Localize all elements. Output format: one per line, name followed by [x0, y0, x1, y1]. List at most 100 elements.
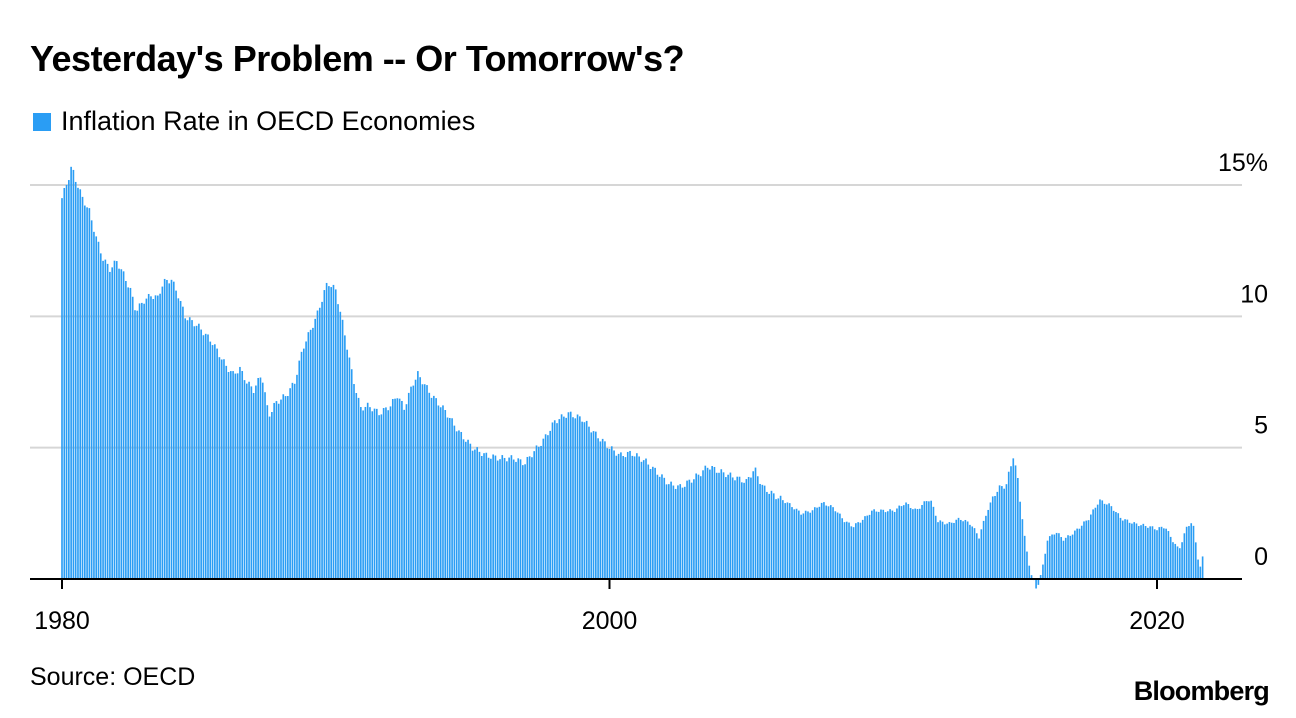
- bar: [852, 527, 855, 579]
- bar: [718, 472, 720, 579]
- bar: [389, 406, 392, 579]
- bar: [312, 327, 314, 579]
- bar: [316, 310, 319, 579]
- bar: [1014, 465, 1017, 579]
- bar: [328, 286, 330, 579]
- bar: [624, 457, 627, 579]
- bar: [770, 490, 773, 579]
- bar: [768, 493, 771, 579]
- bar: [512, 459, 515, 579]
- bar: [688, 479, 691, 579]
- bar: [793, 509, 796, 579]
- bar: [264, 392, 266, 579]
- bar: [243, 380, 246, 579]
- bar: [704, 465, 707, 579]
- bar: [731, 477, 734, 579]
- bar: [891, 510, 894, 579]
- bar: [599, 441, 602, 579]
- bar: [430, 397, 433, 579]
- bar: [207, 334, 209, 579]
- bar: [540, 445, 542, 579]
- bar: [941, 521, 944, 579]
- bar: [991, 496, 994, 579]
- bar: [1121, 520, 1124, 579]
- bar: [245, 383, 248, 579]
- bar: [629, 450, 631, 579]
- bar: [323, 290, 326, 579]
- bar: [934, 515, 937, 579]
- bar: [131, 296, 134, 579]
- bar: [1172, 542, 1174, 579]
- bar: [115, 261, 118, 579]
- bar: [889, 509, 891, 579]
- bar: [300, 351, 303, 579]
- bar: [905, 502, 907, 579]
- bar: [574, 418, 577, 579]
- bar: [875, 511, 878, 579]
- bar: [786, 502, 789, 579]
- bar: [232, 371, 234, 579]
- bar: [282, 394, 285, 579]
- bar: [225, 365, 228, 579]
- bar: [658, 476, 661, 579]
- bar: [182, 306, 184, 579]
- bar: [579, 416, 581, 579]
- bar: [725, 477, 727, 579]
- legend-swatch: [33, 112, 51, 131]
- bar: [1039, 575, 1042, 579]
- bar: [1192, 525, 1195, 579]
- bar: [1201, 556, 1204, 579]
- bar: [355, 393, 358, 579]
- bar: [273, 402, 275, 579]
- bar: [1178, 548, 1181, 579]
- bar: [419, 377, 421, 579]
- bar: [353, 384, 355, 579]
- bar: [706, 467, 709, 579]
- bar: [405, 404, 408, 579]
- bar: [565, 417, 567, 579]
- bar: [186, 320, 189, 579]
- bar: [172, 281, 175, 579]
- bar: [1074, 530, 1076, 579]
- bar: [834, 511, 837, 579]
- bar: [547, 435, 549, 579]
- bar: [1128, 522, 1131, 579]
- bar: [893, 511, 896, 579]
- bar: [690, 482, 693, 579]
- bar: [674, 488, 677, 579]
- bar: [1010, 466, 1012, 579]
- bar: [122, 271, 125, 579]
- bar: [722, 472, 725, 579]
- bar: [818, 506, 821, 579]
- bar: [467, 439, 469, 579]
- bar: [556, 423, 558, 579]
- bar: [526, 456, 529, 579]
- bar: [287, 396, 289, 579]
- bar: [369, 407, 371, 579]
- bar: [332, 284, 335, 579]
- bar: [95, 236, 98, 579]
- bar: [1156, 530, 1158, 579]
- bar: [1053, 534, 1056, 579]
- bar: [266, 405, 269, 579]
- bar: [476, 447, 479, 579]
- bar: [1140, 525, 1142, 579]
- bar: [740, 482, 743, 579]
- bar: [350, 369, 353, 579]
- bar: [779, 495, 782, 579]
- bar: [120, 269, 123, 579]
- bar: [380, 414, 383, 579]
- bar: [1176, 546, 1179, 579]
- bar: [362, 410, 364, 579]
- bar: [81, 196, 84, 579]
- bar: [715, 472, 718, 579]
- bar: [348, 357, 351, 579]
- bar: [747, 477, 750, 579]
- bar: [179, 300, 182, 579]
- bar: [754, 467, 757, 579]
- bar: [966, 521, 969, 579]
- bar: [969, 524, 971, 579]
- bar: [836, 512, 839, 579]
- bar: [166, 279, 168, 579]
